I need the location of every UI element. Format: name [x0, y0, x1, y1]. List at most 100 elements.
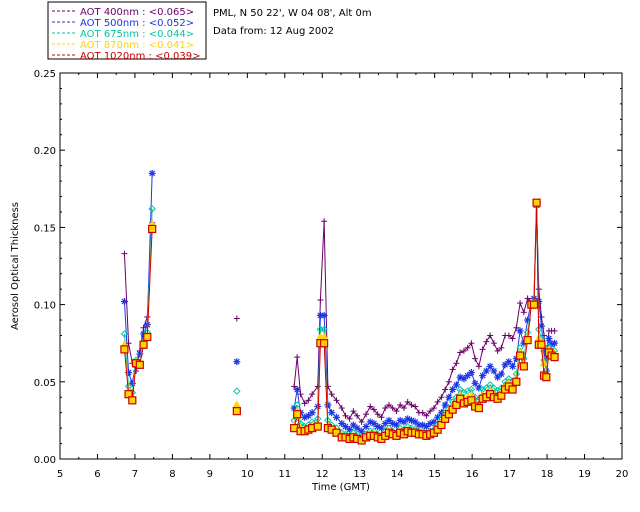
data-point [479, 372, 487, 380]
data-point [430, 418, 438, 426]
data-point [313, 422, 322, 431]
marker-stroke [121, 298, 128, 305]
data-point [346, 426, 354, 434]
data-point [233, 358, 241, 366]
data-point [120, 345, 129, 354]
legend-label: AOT 675nm : <0.044> [80, 29, 194, 40]
marker-stroke [342, 423, 349, 430]
marker-shape [532, 198, 541, 207]
marker-stroke [442, 402, 449, 408]
marker-shape [120, 330, 129, 338]
marker-shape [508, 385, 517, 394]
data-point [449, 386, 457, 394]
data-point [453, 360, 460, 367]
y-tick-label: 0.10 [34, 301, 56, 312]
data-point [320, 325, 328, 334]
marker-shape [515, 351, 525, 360]
data-point [397, 401, 404, 408]
series-line [123, 173, 153, 384]
x-tick-label: 17 [503, 469, 516, 480]
data-point [291, 383, 298, 390]
data-point [314, 383, 321, 390]
marker-shape [320, 339, 329, 348]
data-point [358, 418, 365, 425]
data-point [333, 413, 341, 421]
marker-stroke [509, 363, 516, 370]
data-point [508, 385, 517, 394]
location-annotation: PML, N 50 22', W 04 08', Alt 0m [213, 8, 372, 19]
x-tick-label: 16 [466, 469, 479, 480]
date-annotation: Data from: 12 Aug 2002 [213, 26, 334, 37]
data-point [121, 250, 128, 257]
marker-stroke [149, 170, 156, 177]
data-point [523, 336, 532, 345]
data-point [457, 349, 464, 356]
data-point [423, 412, 430, 419]
data-point [516, 327, 524, 335]
x-tick-label: 19 [578, 469, 591, 480]
marker-stroke [479, 372, 486, 379]
marker-shape [320, 325, 328, 334]
data-point [120, 330, 129, 338]
data-point [468, 340, 475, 347]
series-5 [120, 198, 559, 445]
data-point [509, 335, 516, 342]
marker-stroke [468, 369, 475, 376]
marker-stroke [389, 420, 396, 427]
data-point [128, 396, 137, 405]
x-tick-label: 14 [391, 469, 404, 480]
marker-shape [523, 336, 532, 345]
y-tick-label: 0.15 [34, 223, 56, 234]
data-point [449, 366, 456, 373]
data-point [294, 354, 301, 361]
data-point [332, 428, 341, 437]
marker-stroke [397, 417, 404, 424]
marker-stroke [404, 415, 411, 422]
data-point [148, 169, 156, 177]
marker-shape [332, 428, 341, 437]
marker-stroke [346, 426, 353, 433]
data-point [539, 358, 549, 367]
marker-shape [474, 403, 483, 413]
marker-stroke [546, 335, 552, 342]
data-point [333, 397, 340, 404]
axis-ticks: 5 6 7 8 9 10 11 12 13 14 15 16 17 18 19 20 0.00 0.05 0.10 0… [34, 69, 629, 480]
data-point [377, 424, 385, 432]
data-point [378, 414, 385, 421]
data-point [524, 295, 531, 302]
data-point [445, 378, 452, 385]
data-point [393, 408, 400, 415]
data-point [452, 381, 460, 389]
data-point [308, 409, 316, 417]
data-point [321, 218, 328, 225]
data-point [293, 386, 301, 394]
data-point [520, 309, 527, 316]
marker-shape [550, 352, 559, 362]
marker-stroke [483, 368, 490, 374]
marker-shape [148, 205, 156, 213]
data-point [471, 379, 479, 387]
data-point [320, 339, 329, 348]
data-point [324, 401, 332, 409]
data-point [542, 373, 551, 382]
x-tick-label: 13 [353, 469, 366, 480]
data-point [475, 363, 482, 370]
marker-shape [128, 396, 137, 405]
legend-label: AOT 870nm : <0.041> [80, 40, 194, 51]
marker-shape [519, 362, 528, 371]
data-point [233, 387, 241, 395]
data-point [135, 360, 144, 369]
legend-label: AOT 400nm : <0.065> [80, 7, 194, 18]
data-point [532, 198, 541, 207]
marker-shape [143, 332, 152, 342]
marker-stroke [438, 409, 445, 416]
data-point [498, 344, 505, 351]
data-point [483, 338, 490, 345]
data-point [381, 419, 389, 427]
data-point [408, 401, 415, 408]
marker-shape [529, 300, 539, 309]
data-point [427, 408, 434, 415]
data-point [143, 332, 152, 342]
x-tick-label: 9 [207, 469, 213, 480]
marker-stroke [363, 423, 370, 430]
